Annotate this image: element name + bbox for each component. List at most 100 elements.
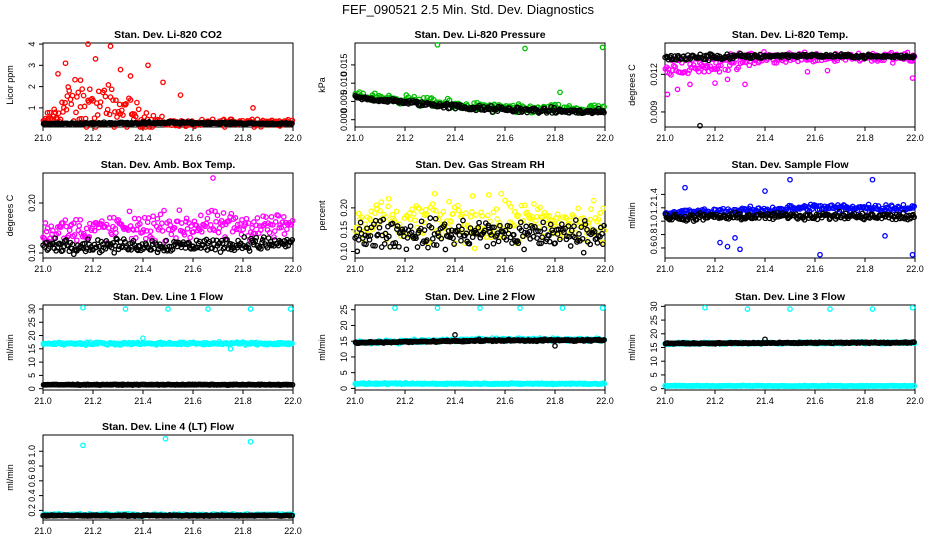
data-point [69, 92, 76, 99]
y-axis-label: ml/min [627, 202, 637, 229]
x-tick-label: 21.6 [184, 396, 202, 406]
data-point [526, 228, 533, 235]
chart-title: Stan. Dev. Li-820 Temp. [732, 29, 848, 41]
data-point [483, 234, 490, 241]
data-point [434, 230, 441, 236]
data-point [695, 68, 702, 75]
data-point [568, 227, 575, 234]
data-point [567, 243, 574, 249]
data-point [600, 241, 606, 248]
data-point [92, 56, 99, 62]
data-point [450, 235, 456, 242]
data-point [547, 221, 554, 228]
data-point [234, 221, 241, 228]
x-tick-label: 21.2 [396, 264, 414, 274]
y-tick-label: 5 [649, 372, 659, 377]
data-point [484, 212, 491, 219]
data-point [106, 111, 113, 118]
plot-frame [664, 42, 916, 128]
data-point [882, 233, 888, 239]
data-point [246, 248, 253, 254]
y-tick-label: 0.10 [339, 243, 349, 261]
data-point [701, 68, 708, 75]
x-tick-label: 22.0 [906, 133, 924, 143]
data-point [140, 335, 146, 342]
data-point [357, 219, 364, 226]
data-point [909, 251, 916, 258]
x-tick-label: 22.0 [284, 526, 302, 536]
data-point [247, 306, 254, 312]
data-point [75, 89, 82, 96]
data-point [114, 236, 120, 243]
data-point [77, 216, 84, 223]
data-point [72, 76, 78, 83]
x-tick-label: 21.0 [656, 264, 674, 274]
data-point [161, 207, 167, 214]
plot-frame [42, 42, 294, 128]
data-point [523, 223, 530, 230]
data-point [477, 305, 483, 311]
data-point [204, 215, 211, 222]
data-point [909, 304, 916, 311]
data-point [198, 228, 205, 235]
data-point [79, 86, 86, 92]
data-point [271, 228, 278, 234]
data-point [712, 80, 718, 86]
x-tick-label: 21.4 [134, 264, 152, 274]
y-tick-label: 0.20 [339, 199, 349, 217]
data-point [732, 235, 738, 241]
data-point [46, 109, 53, 116]
x-tick-label: 21.0 [656, 133, 674, 143]
data-point [467, 213, 474, 220]
data-point [62, 60, 69, 67]
data-point [555, 101, 562, 108]
data-point [864, 204, 871, 211]
y-tick-label: 1.2 [649, 202, 659, 215]
data-point [112, 108, 118, 115]
data-point [208, 207, 215, 214]
data-point [471, 245, 478, 252]
data-point [62, 99, 68, 106]
data-point [289, 237, 296, 243]
data-point [50, 227, 56, 234]
data-point [177, 92, 184, 98]
x-tick-label: 22.0 [596, 396, 614, 406]
data-point [289, 381, 296, 388]
data-point [80, 304, 86, 311]
chart-title: Stan. Dev. Line 1 Flow [113, 291, 224, 303]
data-point [157, 211, 164, 218]
x-tick-label: 21.0 [656, 396, 674, 406]
data-point [424, 237, 430, 243]
data-point [269, 222, 276, 228]
data-point [94, 112, 101, 118]
y-tick-label: 10 [649, 356, 659, 366]
series-2 [662, 382, 918, 390]
data-point [143, 110, 150, 116]
data-point [51, 106, 58, 113]
data-point [127, 73, 134, 79]
data-point [725, 67, 731, 74]
data-point [99, 218, 105, 224]
data-point [418, 218, 425, 225]
data-point [502, 227, 509, 234]
y-tick-label: 4 [27, 42, 37, 47]
data-point [71, 232, 78, 238]
data-point [210, 226, 216, 232]
data-point [599, 305, 606, 311]
data-point [414, 244, 421, 250]
chart-panel-4: Stan. Dev. Amb. Box Temp.degrees C21.0 21… [5, 159, 302, 274]
data-point [498, 190, 505, 197]
data-point [83, 225, 90, 232]
y-tick-label: 0 [339, 386, 349, 391]
data-point [431, 241, 437, 248]
x-tick-label: 21.4 [446, 133, 464, 143]
data-point [695, 65, 701, 72]
data-point [128, 247, 134, 253]
data-point [120, 236, 127, 242]
chart-title: Stan. Dev. Line 4 (LT) Flow [102, 421, 235, 433]
y-tick-label: 5 [27, 373, 37, 378]
data-point [114, 114, 120, 120]
data-point [137, 221, 143, 227]
